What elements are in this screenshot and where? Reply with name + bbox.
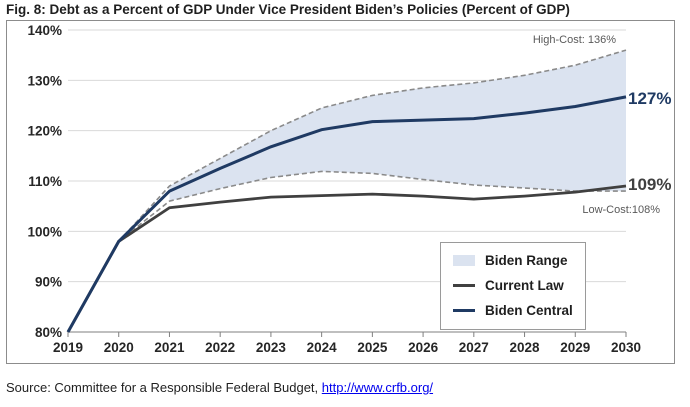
y-tick-label: 90% [35,275,62,290]
biden-range-area [170,50,627,201]
x-tick-label: 2025 [357,340,388,355]
legend-swatch-range [453,255,475,266]
y-tick-label: 120% [27,124,62,139]
x-tick-label: 2029 [560,340,590,355]
y-tick-label: 80% [35,325,62,340]
legend-label-biden-central: Biden Central [485,303,573,318]
x-tick-label: 2026 [408,340,439,355]
legend-label-current-law: Current Law [485,278,564,293]
x-tick-label: 2028 [510,340,541,355]
source-link[interactable]: http://www.crfb.org/ [322,380,433,395]
chart-legend: Biden Range Current Law Biden Central [440,242,586,330]
biden-central-end-label: 127% [628,89,671,108]
x-tick-label: 2019 [53,340,83,355]
legend-label-biden-range: Biden Range [485,253,568,268]
legend-swatch-biden-central [453,309,475,312]
x-tick-label: 2021 [154,340,185,355]
legend-item-biden-central: Biden Central [441,298,585,323]
current-law-end-label: 109% [628,175,671,194]
high-cost-annotation: High-Cost: 136% [533,34,616,46]
y-tick-label: 140% [27,23,62,38]
y-tick-label: 100% [27,224,62,239]
low-cost-annotation: Low-Cost:108% [582,204,660,216]
legend-swatch-current-law [453,284,475,287]
x-tick-label: 2030 [611,340,641,355]
x-tick-label: 2022 [205,340,235,355]
legend-item-biden-range: Biden Range [441,248,585,273]
x-tick-label: 2027 [459,340,489,355]
y-tick-label: 130% [27,73,62,88]
x-tick-label: 2023 [256,340,287,355]
source-text: Source: Committee for a Responsible Fede… [6,380,322,395]
debt-chart: 80% 90% 100% 110% 120% 130% 140% 2019 2020 2021 20… [0,0,690,370]
x-tick-label: 2024 [307,340,338,355]
x-tick-label: 2020 [104,340,134,355]
y-tick-label: 110% [28,174,62,189]
legend-item-current-law: Current Law [441,273,585,298]
source-note: Source: Committee for a Responsible Fede… [6,380,433,395]
